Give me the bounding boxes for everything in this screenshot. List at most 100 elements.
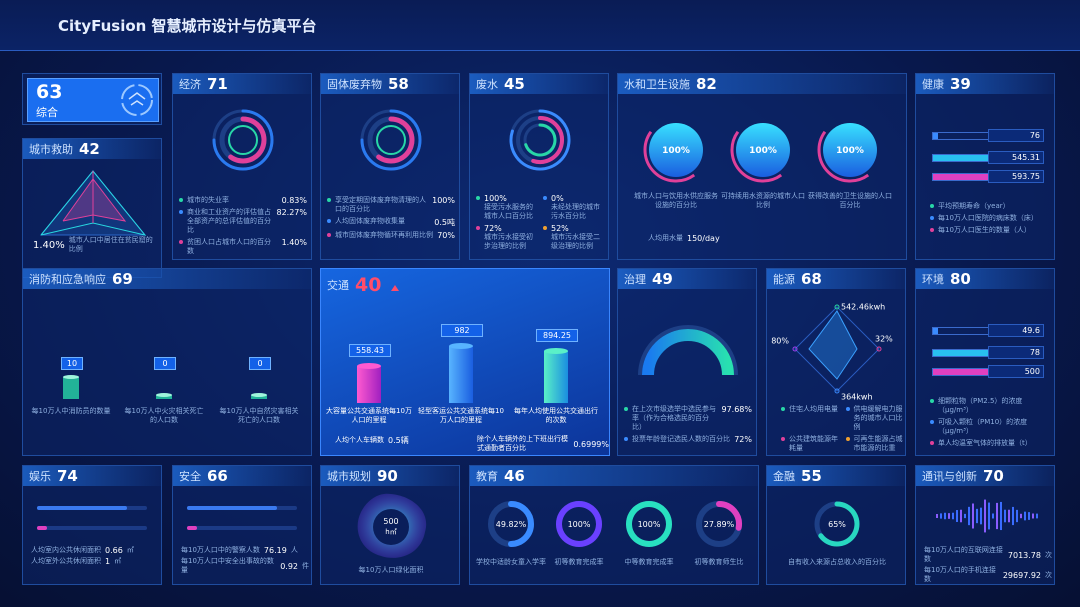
panel-title: 教育 bbox=[476, 470, 498, 483]
bullet bbox=[930, 204, 934, 208]
extra-label: 人均用水量 bbox=[648, 234, 683, 242]
gauge-value: 100% bbox=[749, 146, 777, 156]
extra-value: 150/day bbox=[687, 234, 720, 243]
bar-fill bbox=[933, 350, 997, 356]
panel-score: 68 bbox=[801, 270, 822, 288]
graphic: 100% bbox=[556, 501, 602, 547]
panel: 健康 39 76 545.31 593.75 平均预期寿命（year） 每10万人口医院的病… bbox=[915, 73, 1055, 260]
graphic: 100% bbox=[643, 123, 703, 183]
bar-track bbox=[187, 526, 297, 530]
metric-row: 人均固体废弃物收集量 0.5吨 bbox=[327, 217, 455, 228]
metric-unit: ㎡ bbox=[126, 546, 134, 554]
metric-row: 72% bbox=[476, 224, 537, 233]
icon bbox=[128, 92, 146, 106]
footer-value: 0.5辆 bbox=[388, 436, 409, 445]
bar-fill bbox=[187, 526, 197, 530]
bullet bbox=[845, 407, 850, 411]
wave-bar bbox=[1024, 511, 1026, 521]
panel-score: 69 bbox=[112, 270, 133, 288]
panel: 安全 66 每10万人口中的警察人数 76.19 人每10万人口中安全出事故的数量 0.9… bbox=[172, 465, 312, 585]
metric-row: 城市的失业率 0.83% bbox=[179, 196, 307, 205]
metric-unit: 次 bbox=[1045, 570, 1052, 579]
panel-title: 水和卫生设施 bbox=[624, 78, 690, 91]
wave-bar bbox=[1008, 509, 1010, 523]
metric-value: 70% bbox=[437, 231, 455, 240]
wave-bar bbox=[964, 513, 966, 519]
bullet bbox=[930, 399, 934, 403]
ring-arc bbox=[818, 501, 860, 547]
bullet bbox=[179, 240, 183, 244]
ring-arc bbox=[360, 109, 422, 171]
panel-header: 娱乐 74 bbox=[23, 466, 161, 486]
radar-point bbox=[792, 346, 798, 352]
metric-label: 学校中适龄女童入学率 bbox=[476, 558, 546, 566]
metric-value: 1 bbox=[105, 557, 111, 566]
metric-label: 享受定期固体废弃物清理的人口的百分比 bbox=[335, 196, 426, 213]
metric-value: 82.27% bbox=[276, 208, 307, 217]
bullet bbox=[781, 437, 785, 441]
metric-label: 每10万人口中的警察人数 bbox=[181, 546, 260, 554]
cylinder-top bbox=[357, 363, 381, 369]
panel-score: 71 bbox=[207, 75, 228, 93]
wave-bar bbox=[936, 514, 938, 518]
panel: 城市规划 90 500 h㎡ 每10万人口绿化面积 bbox=[320, 465, 460, 585]
ring-arc bbox=[376, 116, 415, 164]
legend-label: 每10万人口医生的数量（人） bbox=[938, 226, 1031, 234]
panel-header: 安全 66 bbox=[173, 466, 311, 486]
bullet bbox=[476, 226, 480, 230]
footer-label: 人均个人车辆数 bbox=[335, 436, 384, 444]
icon bbox=[121, 84, 153, 116]
graphic bbox=[212, 109, 274, 171]
radar-label: 32% bbox=[875, 335, 893, 344]
panel: 教育 46 49.82% 学校中适龄女童入学率 100% 初等教育完成率 100% 中等教育完… bbox=[469, 465, 759, 585]
panel-header: 水和卫生设施 82 bbox=[618, 74, 906, 94]
ring-arc bbox=[531, 116, 564, 164]
cylinder bbox=[357, 366, 381, 403]
ring-arc bbox=[212, 109, 274, 171]
radar bbox=[62, 178, 127, 222]
bullet bbox=[327, 233, 331, 237]
bullet bbox=[930, 420, 934, 424]
metric-label: 接受污水服务的城市人口百分比 bbox=[484, 203, 533, 220]
metric-label: 城市的失业率 bbox=[187, 196, 229, 204]
bullet bbox=[624, 407, 628, 411]
ring-arc bbox=[716, 501, 742, 531]
panel-header: 废水 45 bbox=[470, 74, 608, 94]
graphic bbox=[63, 375, 79, 399]
wave-bar bbox=[972, 503, 974, 529]
wave-bar bbox=[1004, 509, 1006, 523]
ring-arc bbox=[524, 123, 557, 157]
legend-label: 可再生能源占城市能源的比重 bbox=[853, 435, 903, 452]
panel-title: 金融 bbox=[773, 470, 795, 483]
panel: 固体废弃物 58 享受定期固体废弃物清理的人口的百分比 100% 人均固体废弃物收集量 0… bbox=[320, 73, 460, 260]
panel-header: 教育 46 bbox=[470, 466, 758, 486]
cylinder bbox=[449, 346, 473, 403]
wave-bar bbox=[1000, 501, 1002, 531]
metric-label: 每10万人口的互联网连接数 bbox=[924, 546, 1003, 563]
panel-title: 通讯与创新 bbox=[922, 470, 977, 483]
panel-title: 城市规划 bbox=[327, 470, 371, 483]
footer-row: 人均个人车辆数 0.5辆 bbox=[335, 435, 409, 446]
panel-score: 90 bbox=[377, 467, 398, 485]
wave-bar bbox=[984, 499, 986, 533]
panel-header: 城市规划 90 bbox=[321, 466, 459, 486]
panel-title: 健康 bbox=[922, 78, 944, 91]
panel-score: 39 bbox=[950, 75, 971, 93]
metric-label: 人均室内公共休闲面积 bbox=[31, 546, 101, 554]
legend-item: 住宅人均用电量 bbox=[781, 405, 843, 432]
cylinder-top bbox=[156, 393, 172, 397]
metric-value: 1.40% bbox=[281, 238, 307, 247]
wave-bar bbox=[996, 502, 998, 530]
panel-score: 58 bbox=[388, 75, 409, 93]
panel-title: 安全 bbox=[179, 470, 201, 483]
metric-row: 商业和工业资产的评估值占全部资产的总评估值的百分比 82.27% bbox=[179, 208, 307, 235]
legend: 细颗粒物（PM2.5）的浓度（μg/m³） 可吸入颗粒（PM10）的浓度（μg/m… bbox=[930, 397, 1050, 448]
bar-value: 545.31 bbox=[988, 151, 1044, 164]
wave-bar bbox=[956, 510, 958, 522]
metric-value: 29697.92 bbox=[1002, 570, 1041, 580]
metric-row: 100% bbox=[476, 194, 537, 203]
panel: 经济 71 城市的失业率 0.83% 商业和工业资产的评估值占全部资产的总评估值的百分比… bbox=[172, 73, 312, 260]
bar-fill bbox=[933, 133, 939, 139]
wave-bar bbox=[988, 502, 990, 530]
